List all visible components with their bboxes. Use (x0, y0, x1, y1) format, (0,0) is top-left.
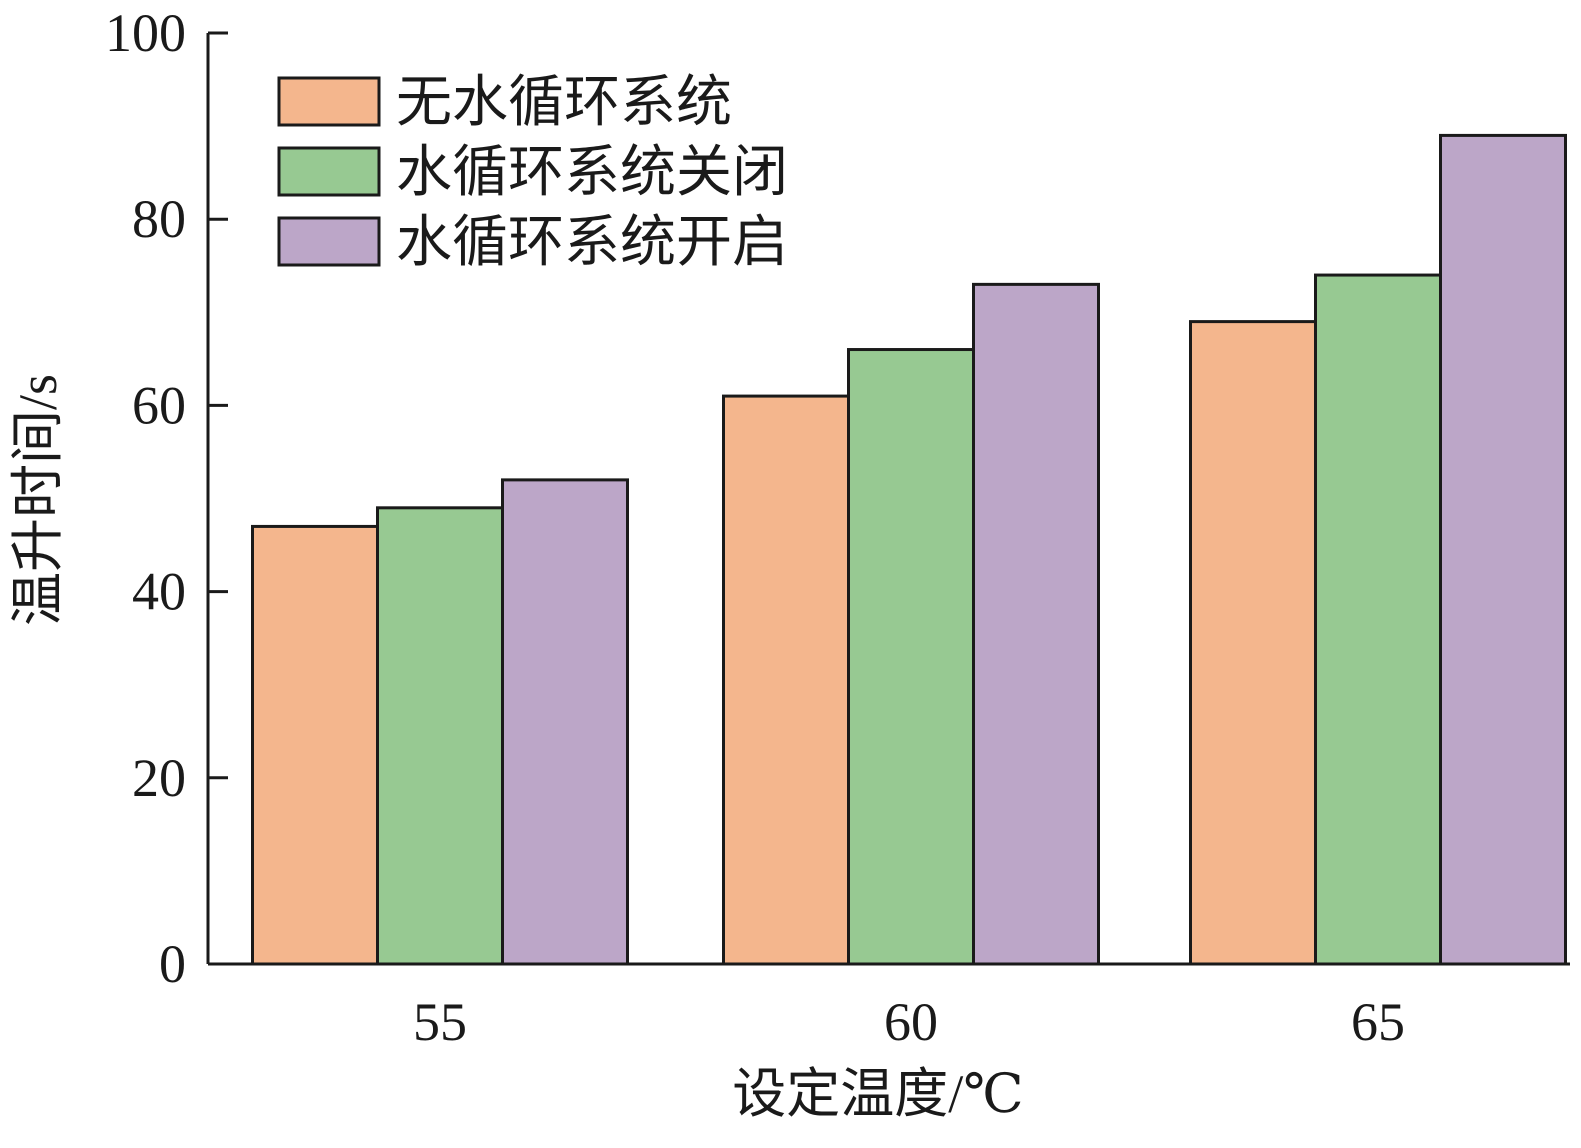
x-tick-label: 65 (1351, 992, 1405, 1052)
bar: 水循环系统关闭 65: 74 (1314, 273, 1442, 966)
y-tick-label: 40 (132, 562, 186, 622)
x-axis-title: 设定温度/℃ (732, 1064, 1023, 1124)
bar: 水循环系统开启 55: 52 (501, 478, 629, 966)
y-tick-label: 80 (132, 189, 186, 249)
legend-swatch (277, 216, 381, 267)
legend-label: 水循环系统关闭 (396, 142, 788, 204)
y-ticks: 0 20 40 60 80 100 (105, 3, 228, 994)
bar: 水循环系统关闭 55: 49 (376, 506, 504, 966)
legend-label: 无水循环系统 (396, 72, 732, 134)
bar: 水循环系统开启 65: 89 (1439, 133, 1567, 966)
bars-layer: 无水循环系统 55: 47水循环系统关闭 55: 49水循环系统开启 55: 5… (251, 133, 1567, 966)
bar: 无水循环系统 60: 61 (722, 394, 850, 966)
y-tick-label: 60 (132, 375, 186, 435)
y-tick-label: 0 (159, 934, 186, 994)
legend-label: 水循环系统开启 (396, 212, 788, 274)
bar: 无水循环系统 55: 47 (251, 524, 379, 966)
bar: 水循环系统开启 60: 73 (972, 282, 1100, 966)
bar: 无水循环系统 65: 69 (1189, 320, 1317, 966)
y-axis-title: 温升时间/s (8, 374, 68, 626)
y-tick-label: 20 (132, 748, 186, 808)
x-tick-label: 60 (884, 992, 938, 1052)
legend-swatch (277, 76, 381, 127)
x-tick-label: 55 (413, 992, 467, 1052)
bar: 水循环系统关闭 60: 66 (847, 348, 975, 966)
legend-swatch (277, 146, 381, 197)
x-ticks: 55 60 65 (413, 992, 1405, 1052)
axes-layer (206, 33, 1570, 966)
y-tick-label: 100 (105, 3, 186, 63)
